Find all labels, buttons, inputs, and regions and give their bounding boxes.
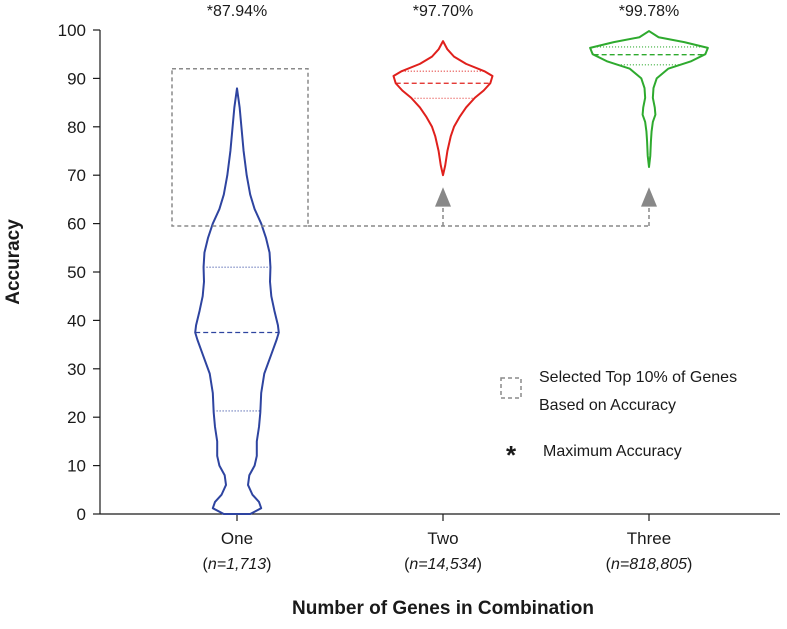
x-axis-title: Number of Genes in Combination xyxy=(292,598,594,619)
arrow-head xyxy=(435,187,451,207)
x-tick-label: One xyxy=(221,529,253,548)
y-tick-label: 50 xyxy=(67,263,86,282)
max-accuracy-label: *99.78% xyxy=(619,3,680,20)
y-tick-label: 80 xyxy=(67,118,86,137)
max-accuracy-label: *87.94% xyxy=(207,3,268,20)
legend-box-label-line1: Selected Top 10% of Genes xyxy=(539,369,737,386)
legend-box-swatch xyxy=(500,377,522,399)
sample-size-label: (n=14,534) xyxy=(404,556,482,573)
selection-box xyxy=(171,67,309,227)
y-tick-label: 30 xyxy=(67,360,86,379)
x-tick-label: Two xyxy=(427,529,458,548)
y-axis-title: Accuracy xyxy=(3,219,24,305)
x-tick-label: Three xyxy=(627,529,671,548)
axes: 0 10 20 30 40 50 60 70 80 90 100 One (n=1,713) Two (n=… xyxy=(58,21,780,573)
max-accuracy-label: *97.70% xyxy=(413,3,474,20)
annotations xyxy=(171,67,657,227)
y-tick-label: 10 xyxy=(67,457,86,476)
violins: *87.94% *97.70% *99.78% xyxy=(194,3,709,515)
y-tick-label: 100 xyxy=(58,21,86,40)
arrow-head xyxy=(641,187,657,207)
y-tick-label: 40 xyxy=(67,311,86,330)
y-tick-label: 90 xyxy=(67,69,86,88)
sample-size-label: (n=818,805) xyxy=(606,556,693,573)
legend-star-label: Maximum Accuracy xyxy=(543,443,682,460)
sample-size-label: (n=1,713) xyxy=(203,556,272,573)
legend-star-symbol: * xyxy=(506,440,517,470)
violin-one xyxy=(194,87,280,515)
y-tick-label: 70 xyxy=(67,166,86,185)
y-tick-label: 20 xyxy=(67,408,86,427)
legend-box-label-line2: Based on Accuracy xyxy=(539,397,676,414)
y-tick-label: 60 xyxy=(67,215,86,234)
violin-three xyxy=(589,30,709,168)
y-tick-label: 0 xyxy=(77,505,86,524)
legend: Selected Top 10% of Genes Based on Accur… xyxy=(500,369,737,470)
violin-two xyxy=(392,40,494,177)
